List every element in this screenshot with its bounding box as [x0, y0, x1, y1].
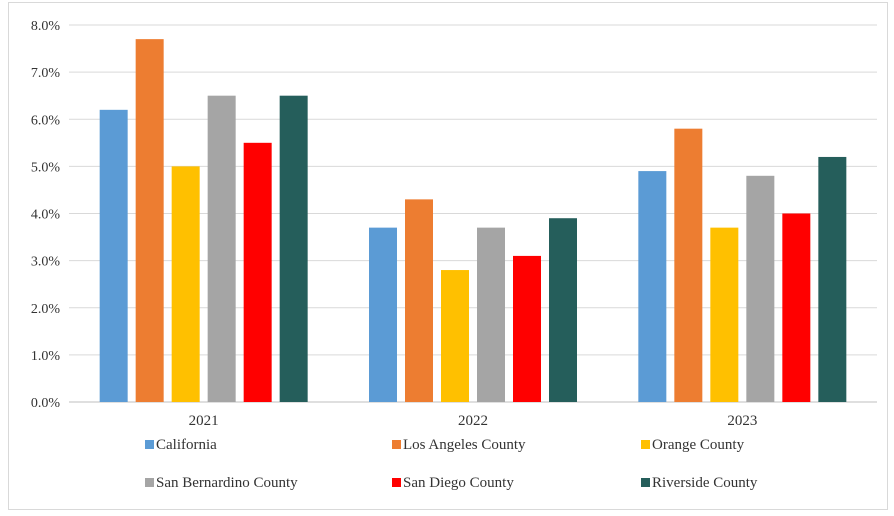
- y-tick-label: 0.0%: [31, 396, 61, 411]
- x-tick-label: 2023: [727, 413, 757, 429]
- y-tick-label: 3.0%: [31, 255, 61, 270]
- bar: [207, 95, 236, 402]
- bar: [441, 270, 469, 402]
- bar: [513, 255, 541, 402]
- bar: [243, 142, 272, 402]
- y-tick-label: 5.0%: [31, 160, 61, 175]
- y-tick-label: 4.0%: [31, 208, 61, 223]
- legend-swatch: [392, 440, 401, 449]
- bar: [818, 156, 847, 402]
- y-tick-label: 1.0%: [31, 349, 61, 364]
- bar: [135, 39, 164, 402]
- legend-swatch: [641, 478, 650, 487]
- bar: [638, 171, 667, 402]
- y-tick-label: 6.0%: [31, 113, 61, 128]
- legend-label: Riverside County: [652, 475, 758, 491]
- legend-swatch: [145, 440, 154, 449]
- bar: [746, 175, 775, 402]
- bar: [171, 166, 200, 402]
- legend-label: California: [156, 437, 217, 453]
- legend-swatch: [392, 478, 401, 487]
- bar: [279, 95, 308, 402]
- bar: [674, 128, 703, 403]
- x-tick-label: 2021: [189, 413, 219, 429]
- legend-label: Los Angeles County: [403, 437, 526, 453]
- y-tick-label: 8.0%: [31, 19, 61, 34]
- legend-label: San Diego County: [403, 475, 514, 491]
- bar: [549, 218, 577, 402]
- legend-label: San Bernardino County: [156, 475, 298, 491]
- bar: [99, 109, 128, 402]
- y-tick-label: 2.0%: [31, 302, 61, 317]
- x-tick-label: 2022: [458, 413, 488, 429]
- bar: [477, 227, 505, 402]
- bar: [782, 213, 811, 402]
- bar: [369, 227, 397, 402]
- legend-swatch: [641, 440, 650, 449]
- bar: [405, 199, 433, 402]
- bar: [710, 227, 739, 402]
- legend-swatch: [145, 478, 154, 487]
- y-tick-label: 7.0%: [31, 66, 61, 81]
- legend-label: Orange County: [652, 437, 745, 453]
